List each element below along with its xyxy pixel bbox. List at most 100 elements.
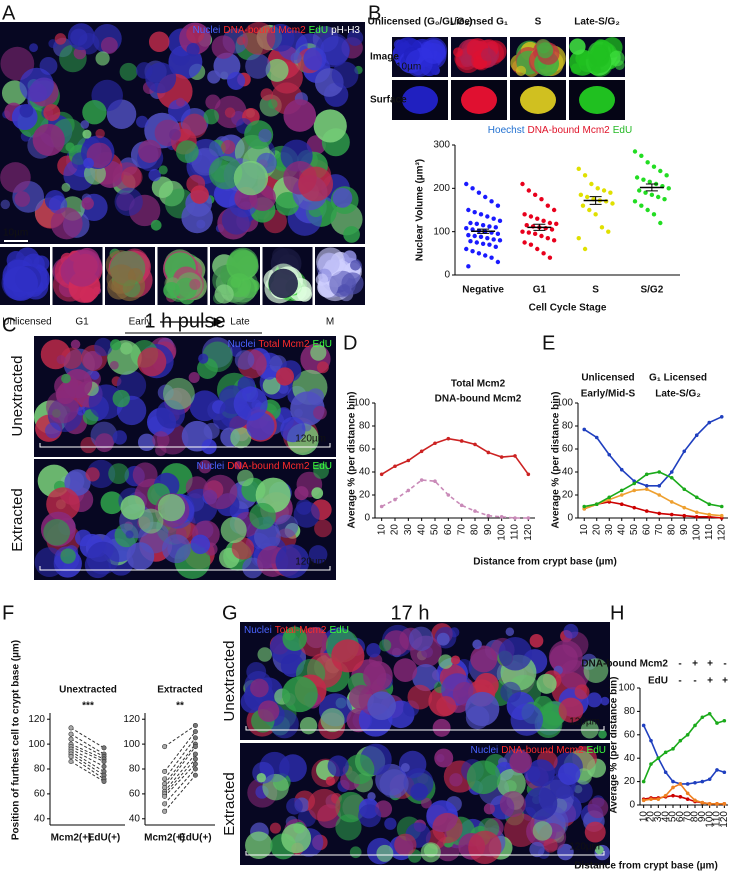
data-point [470, 186, 475, 191]
nucleus [527, 759, 555, 787]
x-tick-label: 30 [653, 811, 664, 823]
nucleus [383, 630, 409, 656]
x-tick-label: 120 [719, 811, 730, 828]
surface-render [520, 86, 556, 114]
pair-line [164, 758, 196, 795]
data-point [524, 222, 529, 228]
data-point [541, 218, 546, 224]
data-point [489, 199, 494, 204]
nucleus [510, 703, 544, 736]
x-axis-label: Distance from crypt base (µm) [574, 861, 718, 872]
data-point [472, 233, 477, 239]
data-point [532, 231, 538, 237]
nucleus [19, 103, 34, 118]
nucleus [0, 199, 11, 210]
series-point [446, 493, 451, 497]
series-point [719, 504, 724, 509]
nucleus [249, 502, 276, 530]
nucleus [233, 160, 269, 196]
data-point [639, 203, 644, 208]
nucleus [120, 495, 146, 520]
x-tick-label: 120 [523, 524, 534, 541]
data-point [637, 188, 642, 193]
nucleus [234, 350, 255, 370]
significance: *** [82, 701, 94, 712]
data-point [478, 212, 484, 217]
nucleus [423, 843, 438, 858]
data-point [528, 242, 534, 247]
series-point [632, 505, 637, 510]
legend-entry: Nuclei [228, 339, 256, 350]
nucleus [363, 661, 393, 691]
nucleus [60, 347, 83, 369]
nucleus [85, 467, 100, 482]
data-point [641, 177, 646, 182]
data-point [551, 238, 557, 243]
nucleus [136, 115, 149, 128]
x-tick-label: 30 [403, 524, 414, 536]
nucleus [294, 486, 309, 501]
data-point [480, 222, 486, 228]
scale-bracket [39, 566, 331, 571]
data-point [582, 173, 588, 178]
data-point [476, 251, 482, 256]
series-point [526, 472, 531, 477]
legend-sign: + [707, 659, 713, 670]
y-tick-label: 80 [624, 706, 636, 717]
data-point [495, 231, 501, 237]
nucleus [148, 31, 170, 53]
series-point [657, 484, 662, 488]
data-point [493, 244, 498, 250]
nucleus [81, 197, 94, 210]
y-axis-label: Average % (per distance bin) [551, 392, 562, 529]
nucleus [331, 61, 359, 89]
nucleus [515, 65, 527, 77]
nucleus [112, 430, 127, 445]
pair-line [70, 756, 105, 780]
nucleus [230, 427, 252, 449]
data-point [528, 214, 534, 219]
nucleus [314, 519, 332, 538]
series-point [526, 516, 531, 520]
nucleus [557, 843, 574, 861]
x-tick-label: 10 [579, 524, 590, 536]
nucleus [245, 831, 273, 860]
series-point [693, 723, 697, 728]
data-point [545, 203, 551, 208]
nucleus [43, 104, 61, 122]
nucleus [453, 47, 463, 58]
nucleus [420, 797, 432, 809]
nucleus [50, 207, 83, 240]
nucleus [500, 681, 521, 703]
series-point [644, 472, 649, 477]
series-point [671, 747, 675, 751]
nucleus [421, 39, 446, 64]
series-point [707, 711, 712, 716]
scale-bracket [39, 443, 331, 448]
pair-point [192, 756, 198, 762]
scale-label: 10µm [3, 228, 28, 239]
data-point [464, 246, 469, 252]
data-point [464, 226, 469, 231]
nucleus [250, 678, 269, 698]
nucleus [70, 339, 81, 350]
series-point [419, 478, 424, 482]
nucleus [265, 58, 289, 82]
nucleus [64, 251, 100, 287]
nucleus [268, 99, 278, 109]
legend-entry: EdU [309, 25, 328, 36]
stage-label: M [326, 317, 334, 328]
y-tick-label: 20 [624, 776, 636, 787]
data-point [545, 235, 551, 241]
stain-legend: Hoechst DNA-bound Mcm2 EdU [488, 125, 632, 136]
data-point [487, 242, 492, 247]
nucleus [347, 29, 364, 46]
stain-legend: Nuclei DNA-bound Mcm2 EdU pH-H3 [193, 25, 361, 36]
nucleus [214, 284, 234, 304]
column-label: Unlicensed (G₀/G₁/G₂) [368, 17, 473, 28]
data-point [658, 220, 663, 226]
y-tick-label: 40 [34, 813, 46, 824]
nucleus [275, 367, 295, 386]
nucleus [286, 797, 303, 815]
legend-entry: pH-H3 [331, 25, 360, 36]
